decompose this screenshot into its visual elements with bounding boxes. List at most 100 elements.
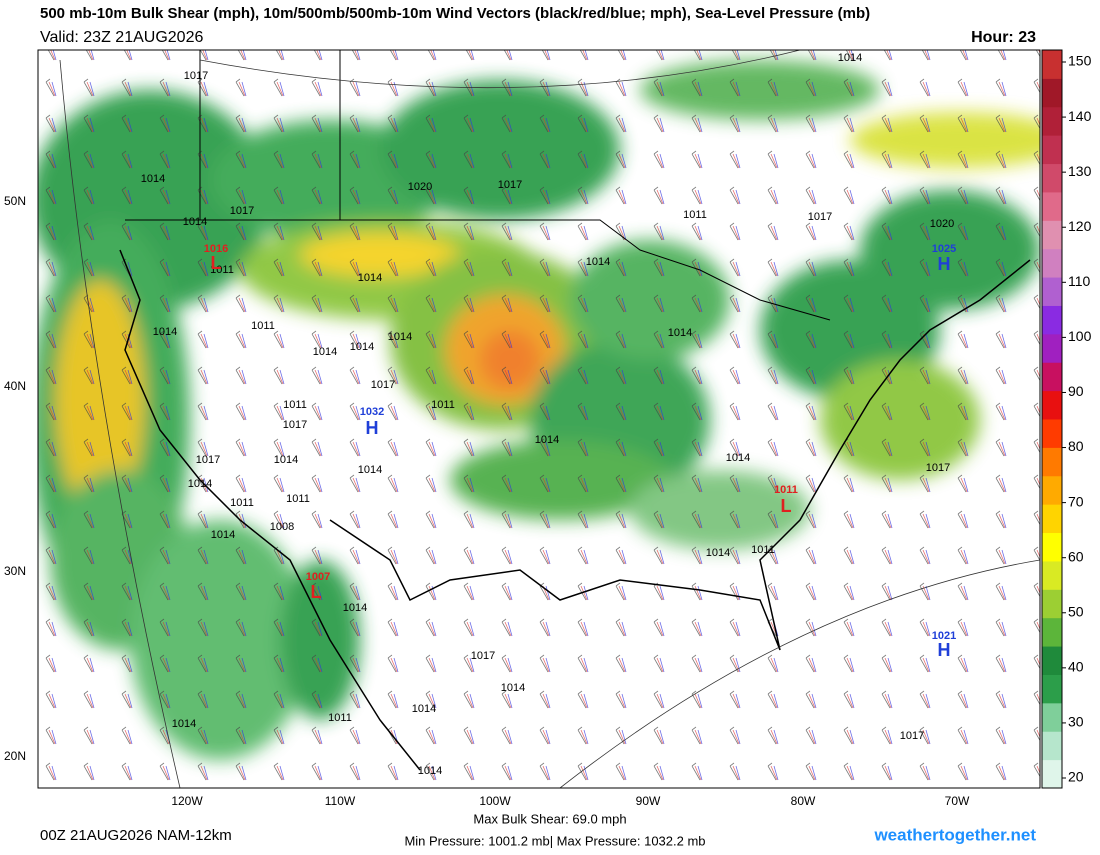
latitude-label: 20N <box>4 749 26 763</box>
colorbar-segment <box>1042 674 1062 704</box>
colorbar-tick-label: 110 <box>1068 273 1091 289</box>
colorbar-segment <box>1042 305 1062 335</box>
isobar-label: 1017 <box>196 454 220 466</box>
isobar-label: 1017 <box>900 730 924 742</box>
colorbar-tick-label: 120 <box>1068 218 1092 234</box>
isobar-label: 1014 <box>668 327 692 339</box>
isobar-labels: 1017 1014 1014 1020 1017 1014 1017 1011 … <box>141 52 954 777</box>
colorbar-segment <box>1042 191 1062 221</box>
isobar-label: 1017 <box>808 211 832 223</box>
colorbar-tick-label: 50 <box>1068 603 1084 619</box>
colorbar-segment <box>1042 759 1062 789</box>
low-pressure-value: 1007 <box>306 571 330 583</box>
low-pressure-value: 1011 <box>774 484 798 496</box>
colorbar-tick-label: 130 <box>1068 163 1092 179</box>
isobar-label: 1011 <box>251 320 275 332</box>
low-marker: L <box>211 253 222 273</box>
colorbar: 20 30 40 50 60 70 80 90 100 110 120 130 140 150 <box>1041 49 1092 789</box>
isobar-label: 1014 <box>726 452 750 464</box>
colorbar-frame <box>1041 49 1063 789</box>
longitude-label: 100W <box>479 794 511 808</box>
longitude-label: 110W <box>325 794 356 808</box>
isobar-label: 1011 <box>328 712 352 724</box>
isobar-label: 1017 <box>471 650 495 662</box>
isobar-label: 1014 <box>586 256 610 268</box>
colorbar-segment <box>1042 589 1062 619</box>
low-marker: L <box>781 496 792 516</box>
isobar-label: 1011 <box>283 399 307 411</box>
colorbar-tick-label: 60 <box>1068 548 1084 564</box>
longitude-label: 80W <box>791 794 816 808</box>
title: 500 mb-10m Bulk Shear (mph), 10m/500mb/5… <box>40 5 870 22</box>
isobar-label: 1014 <box>343 602 367 614</box>
isobar-label: 1020 <box>408 181 432 193</box>
isobar-label: 1011 <box>286 493 310 505</box>
high-pressure-value: 1021 <box>932 630 956 642</box>
colorbar-tick-label: 90 <box>1068 383 1084 399</box>
colorbar-segment <box>1042 447 1062 477</box>
colorbar-tick-label: 80 <box>1068 438 1084 454</box>
colorbar-segment <box>1042 504 1062 534</box>
colorbar-segment <box>1042 220 1062 250</box>
isobar-label: 1014 <box>501 682 525 694</box>
isobar-label: 1020 <box>930 218 954 230</box>
colorbar-segment <box>1042 333 1062 363</box>
map: 1017 1014 1014 1020 1017 1014 1017 1011 … <box>38 50 1040 788</box>
isobar-label: 1011 <box>751 544 775 556</box>
isobar-label: 1014 <box>350 341 374 353</box>
latitude-label: 30N <box>4 564 26 578</box>
latitude-labels: 50N 40N 30N 20N <box>4 194 26 763</box>
site-credit: weathertogether.net <box>873 825 1036 844</box>
colorbar-segment <box>1042 50 1062 79</box>
colorbar-segment <box>1042 475 1062 505</box>
forecast-hour: Hour: 23 <box>971 29 1036 46</box>
colorbar-segment <box>1042 106 1062 136</box>
high-pressure-value: 1025 <box>932 243 956 255</box>
colorbar-tick-label: 150 <box>1068 53 1092 69</box>
colorbar-segment <box>1042 702 1062 732</box>
colorbar-tick-label: 140 <box>1068 108 1092 124</box>
longitude-labels: 120W 110W 100W 90W 80W 70W <box>171 794 970 808</box>
colorbar-tick-label: 70 <box>1068 493 1084 509</box>
isobar-label: 1017 <box>498 179 522 191</box>
high-marker: H <box>366 418 379 438</box>
colorbar-segment <box>1042 419 1062 448</box>
low-pressure-value: 1016 <box>204 243 228 255</box>
model-run: 00Z 21AUG2026 NAM-12km <box>40 827 232 844</box>
isobar-label: 1008 <box>270 521 294 533</box>
colorbar-segment <box>1042 532 1062 562</box>
pressure-range: Min Pressure: 1001.2 mb| Max Pressure: 1… <box>404 833 705 848</box>
isobar-label: 1014 <box>838 52 862 64</box>
latitude-label: 40N <box>4 379 26 393</box>
colorbar-tick-label: 30 <box>1068 714 1084 730</box>
isobar-label: 1014 <box>211 529 235 541</box>
valid-time: Valid: 23Z 21AUG2026 <box>40 29 203 46</box>
colorbar-segment <box>1042 277 1062 306</box>
isobar-label: 1011 <box>230 497 254 509</box>
colorbar-segment <box>1042 135 1062 165</box>
colorbar-segment <box>1042 617 1062 647</box>
isobar-label: 1017 <box>371 379 395 391</box>
isobar-label: 1014 <box>274 454 298 466</box>
colorbar-segment <box>1042 390 1062 420</box>
colorbar-tick-label: 20 <box>1068 769 1084 785</box>
map-frame <box>37 49 1041 789</box>
isobar-label: 1017 <box>184 70 208 82</box>
colorbar-segment <box>1042 78 1062 108</box>
colorbar-segment <box>1042 248 1062 278</box>
colorbar-segment <box>1042 362 1062 392</box>
isobar-label: 1014 <box>358 464 382 476</box>
high-marker: H <box>938 640 951 660</box>
isobar-label: 1014 <box>706 547 730 559</box>
isobar-label: 1017 <box>283 419 307 431</box>
isobar-label: 1014 <box>313 346 337 358</box>
isobar-label: 1014 <box>183 216 207 228</box>
isobar-label: 1014 <box>172 718 196 730</box>
longitude-label: 90W <box>636 794 661 808</box>
isobar-label: 1014 <box>418 765 442 777</box>
max-shear: Max Bulk Shear: 69.0 mph <box>473 811 626 826</box>
high-pressure-value: 1032 <box>360 406 384 418</box>
colorbar-segment <box>1042 560 1062 590</box>
